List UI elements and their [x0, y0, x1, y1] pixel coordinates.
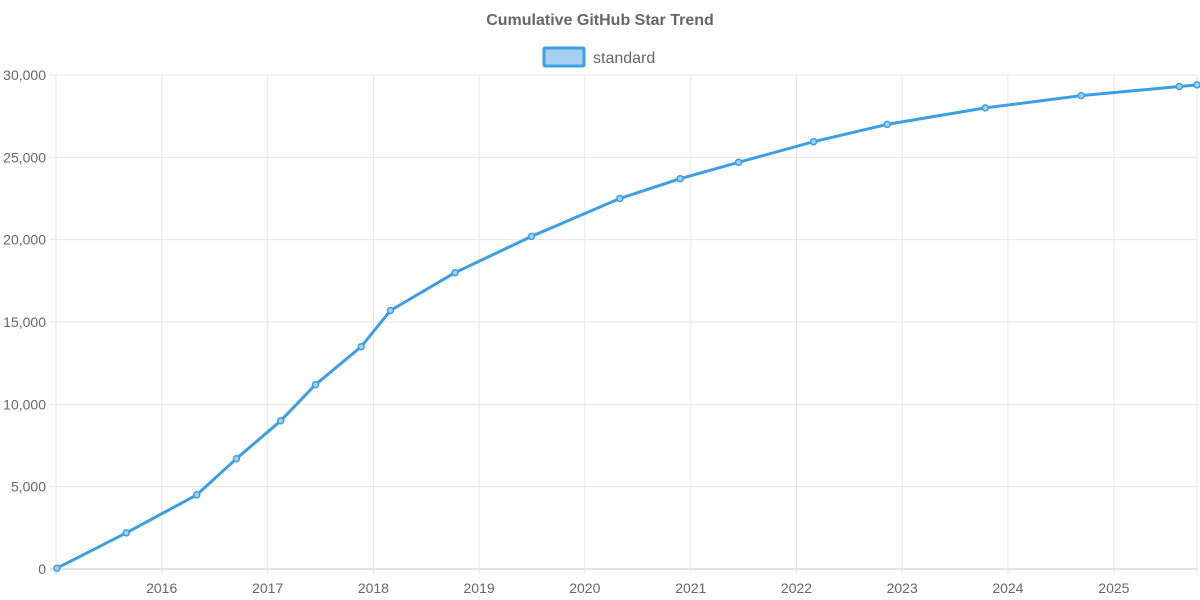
- series: [53, 81, 1200, 572]
- data-point[interactable]: [451, 268, 459, 277]
- data-point[interactable]: [809, 137, 818, 146]
- data-point[interactable]: [276, 417, 285, 425]
- x-tick-label: 2025: [1098, 580, 1129, 596]
- x-tick-label: 2020: [569, 580, 600, 596]
- data-point[interactable]: [1175, 82, 1184, 91]
- data-point[interactable]: [122, 529, 131, 537]
- x-tick-label: 2024: [992, 580, 1023, 596]
- legend-label[interactable]: standard: [593, 50, 655, 67]
- y-tick-label: 5,000: [11, 479, 46, 495]
- x-tick-label: 2019: [464, 580, 495, 596]
- x-tick-label: 2018: [358, 580, 389, 596]
- data-point[interactable]: [734, 158, 743, 167]
- x-tick-label: 2022: [781, 580, 812, 596]
- data-point[interactable]: [527, 232, 536, 241]
- data-point[interactable]: [386, 306, 395, 315]
- x-tick-label: 2017: [252, 580, 283, 596]
- y-tick-label: 15,000: [3, 314, 46, 330]
- data-point[interactable]: [676, 174, 684, 183]
- data-point[interactable]: [1193, 81, 1200, 89]
- data-point[interactable]: [981, 104, 990, 112]
- x-tick-label: 2016: [146, 580, 177, 596]
- x-tick-label: 2023: [887, 580, 918, 596]
- data-point[interactable]: [192, 491, 201, 499]
- y-tick-label: 10,000: [3, 396, 46, 412]
- data-point[interactable]: [53, 564, 61, 572]
- y-tick-label: 20,000: [3, 232, 46, 248]
- x-tick-label: 2021: [675, 580, 706, 596]
- y-tick-label: 25,000: [3, 149, 46, 165]
- data-point[interactable]: [1077, 91, 1085, 100]
- y-tick-label: 0: [38, 561, 46, 577]
- y-tick-label: 30,000: [3, 67, 46, 83]
- data-point[interactable]: [357, 342, 365, 351]
- data-point[interactable]: [883, 120, 891, 129]
- data-point[interactable]: [616, 194, 624, 203]
- grid: [50, 74, 1198, 575]
- legend-swatch[interactable]: [542, 46, 586, 68]
- legend[interactable]: standard: [542, 46, 655, 68]
- data-point[interactable]: [311, 380, 320, 389]
- chart-title: Cumulative GitHub Star Trend: [486, 12, 714, 29]
- data-point[interactable]: [232, 454, 241, 463]
- axes: 0 5,000 10,000 15,000 20,000 25,000 30,000 2016…: [3, 67, 1129, 596]
